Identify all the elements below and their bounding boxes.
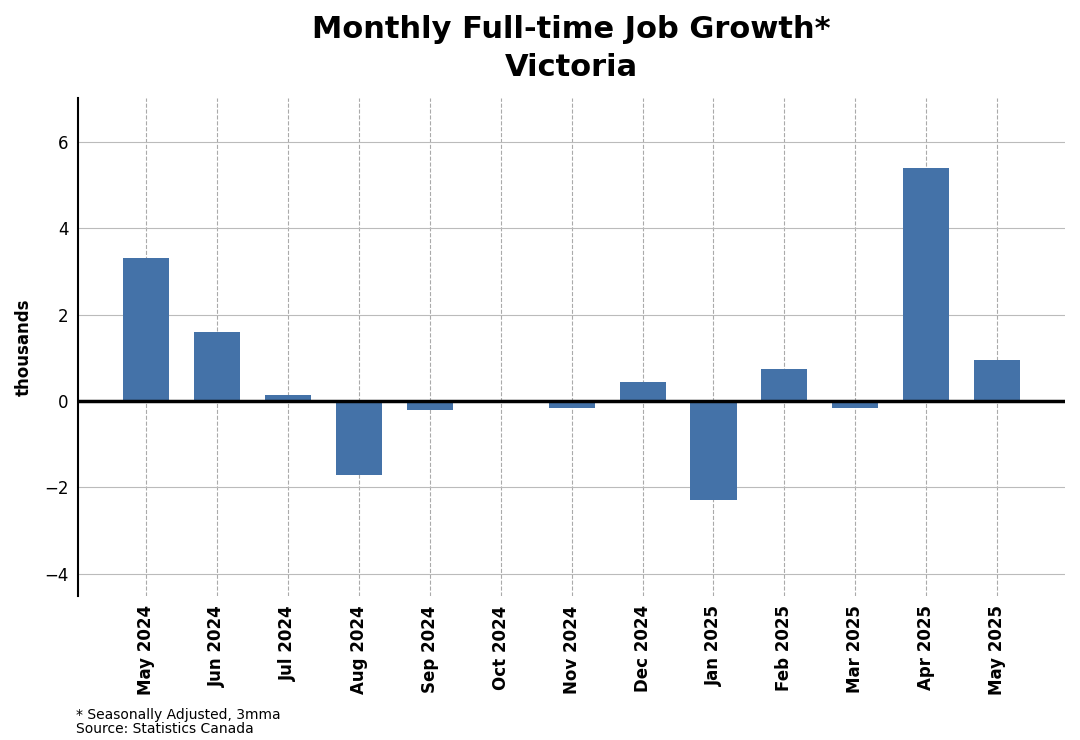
Text: Source: Statistics Canada: Source: Statistics Canada (76, 722, 254, 736)
Bar (123, 258, 170, 401)
Bar (690, 401, 737, 500)
Bar (549, 401, 595, 408)
Bar (620, 382, 665, 401)
Bar (194, 332, 240, 401)
Bar (903, 167, 949, 401)
Bar (265, 394, 311, 401)
Bar (974, 360, 1021, 401)
Title: Monthly Full-time Job Growth*
Victoria: Monthly Full-time Job Growth* Victoria (312, 15, 831, 82)
Bar (336, 401, 382, 474)
Bar (407, 401, 453, 410)
Y-axis label: thousands: thousands (15, 298, 33, 396)
Bar (833, 401, 878, 408)
Bar (477, 401, 524, 403)
Bar (761, 369, 808, 401)
Text: * Seasonally Adjusted, 3mma: * Seasonally Adjusted, 3mma (76, 707, 280, 722)
